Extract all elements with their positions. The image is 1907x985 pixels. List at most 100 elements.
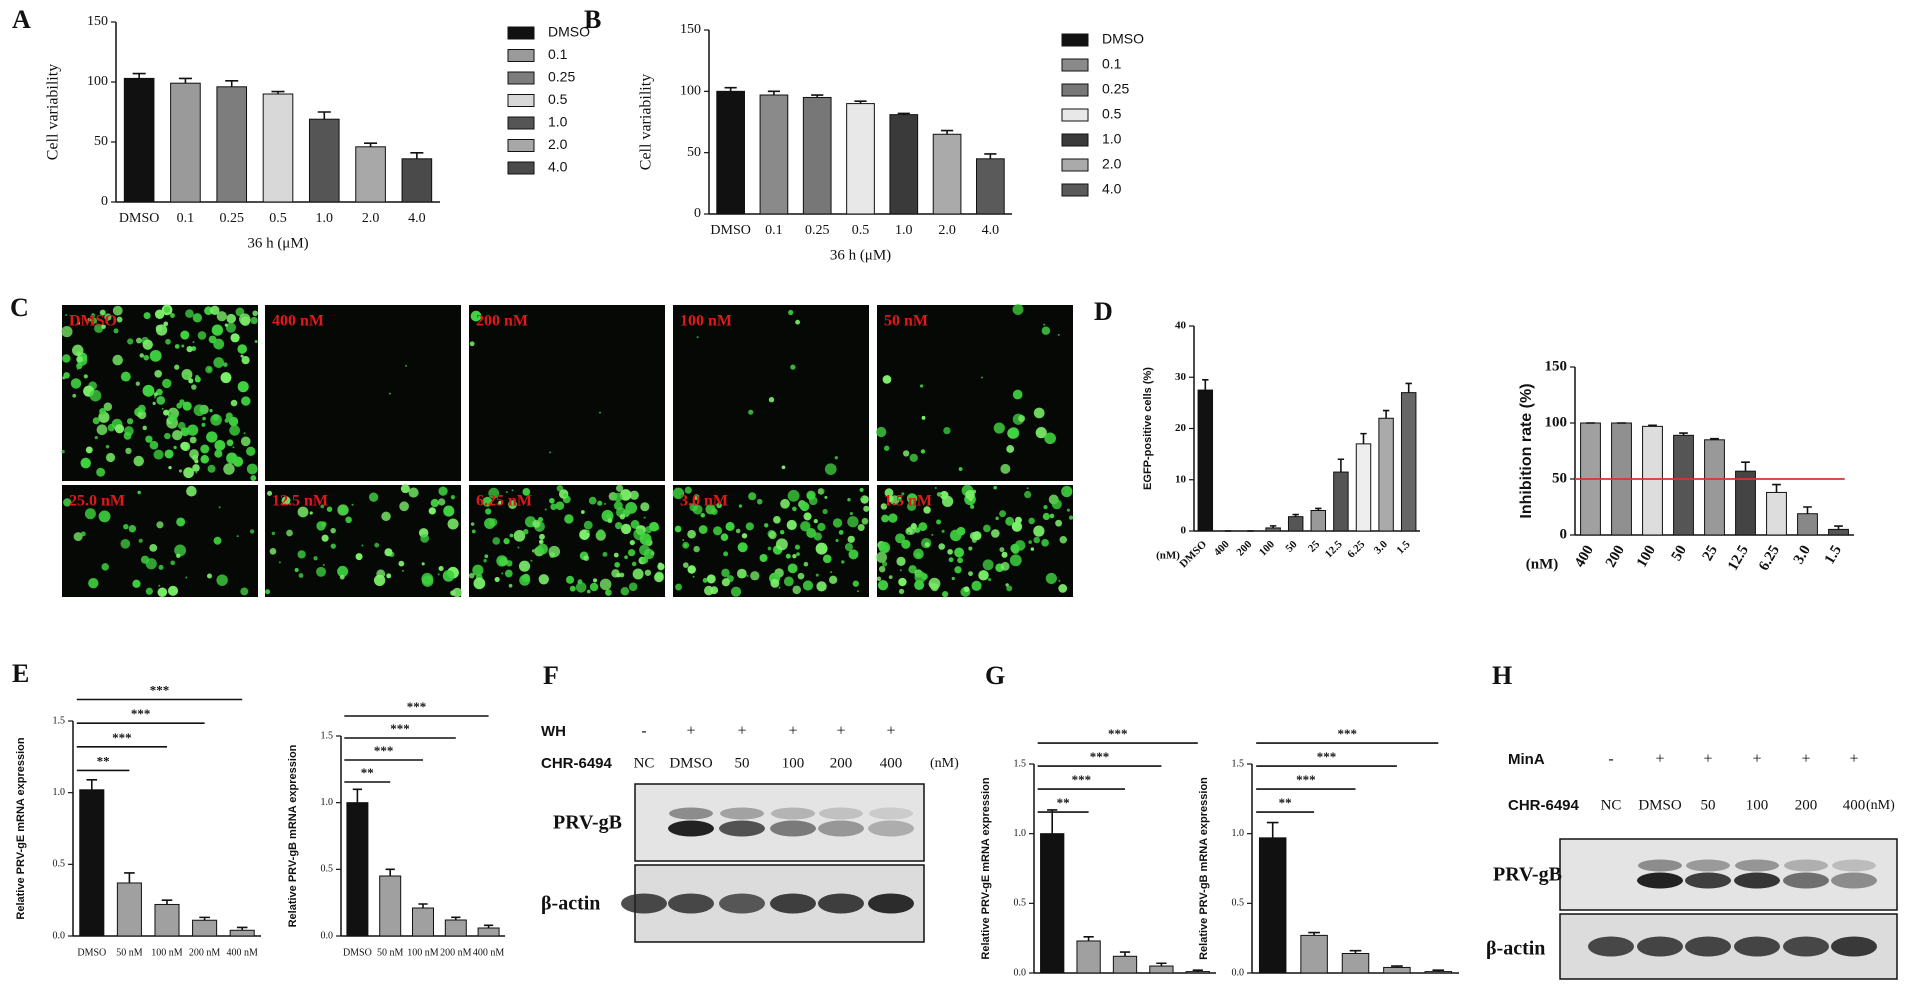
error-bar (1648, 424, 1657, 427)
fluorescent-cell (472, 564, 484, 576)
fluorescent-cell (224, 323, 228, 327)
treatment-sign: + (1849, 751, 1858, 768)
fluorescent-cell (748, 492, 757, 501)
fluorescent-cell (806, 490, 816, 500)
fluorescent-cell (583, 555, 590, 561)
x-tick-label: 2.0 (938, 223, 956, 238)
bar (1333, 471, 1349, 532)
blot-row-label: β-actin (541, 893, 600, 915)
fluorescent-cell (993, 422, 1005, 434)
x-tick-label: 4.0 (408, 211, 426, 226)
fluorescent-cell (538, 574, 549, 585)
bar (1355, 443, 1372, 532)
error-bar (897, 112, 910, 115)
micrograph-label: DMSO (69, 313, 117, 330)
fluorescent-cell (172, 429, 183, 441)
lane-label: 100 (782, 755, 805, 771)
panel-letter: H (1492, 661, 1512, 690)
fluorescent-speck (908, 532, 911, 535)
fluorescent-speck (931, 533, 934, 536)
fluorescent-cell (841, 560, 845, 564)
fluorescent-cell (602, 551, 608, 557)
error-bar (1741, 461, 1750, 472)
error-bar (1834, 525, 1843, 530)
fluorescent-cell (145, 558, 157, 570)
lane-label: NC (634, 755, 655, 771)
y-axis-label: Inhibition rate (%) (1518, 383, 1535, 518)
fluorescent-cell (482, 496, 493, 507)
y-axis-label: Relative PRV-gE mRNA expression (980, 777, 992, 959)
fluorescent-cell (822, 554, 832, 564)
error-bar (1047, 809, 1058, 834)
fluorescent-cell (700, 512, 706, 518)
fluorescent-cell (674, 525, 682, 533)
significance-label: *** (1317, 749, 1337, 764)
fluorescent-cell (101, 324, 106, 329)
legend-label: 1.0 (548, 114, 568, 130)
fluorescent-cell (958, 467, 963, 471)
fluorescent-cell (629, 540, 635, 546)
fluorescent-cell (174, 344, 180, 349)
fluorescent-cell (995, 516, 999, 521)
fluorescent-cell (88, 578, 99, 589)
fluorescent-speck (899, 569, 902, 572)
treatment-sign: + (1655, 751, 1664, 768)
fluorescent-cell (852, 580, 859, 587)
fluorescent-cell (1024, 490, 1032, 499)
treatment-sign: + (788, 723, 797, 740)
error-bar (236, 926, 248, 931)
fluorescent-speck (501, 572, 504, 575)
blot-band (770, 820, 816, 837)
fluorescent-cell (443, 505, 455, 517)
bar (1673, 434, 1694, 536)
legend-swatch (507, 161, 535, 175)
compound-label: CHR-6494 (1508, 797, 1580, 814)
error-bar (1083, 935, 1094, 941)
significance-label: ** (1279, 795, 1292, 810)
bar (1735, 470, 1756, 536)
fluorescent-cell (330, 527, 336, 534)
fluorescent-cell (969, 504, 975, 509)
error-bar (1710, 437, 1719, 440)
bar (976, 158, 1005, 215)
y-tick-label: 1.0 (1232, 828, 1245, 839)
fluorescent-cell (1007, 427, 1020, 439)
treatment-sign: + (1801, 751, 1810, 768)
fluorescent-cell (211, 324, 224, 336)
fluorescent-cell (838, 529, 844, 535)
fluorescent-cell (1058, 584, 1068, 593)
fluorescent-cell (339, 574, 345, 580)
compound-label: CHR-6494 (541, 755, 613, 772)
fluorescent-cell (1033, 525, 1045, 537)
fluorescent-cell (775, 538, 788, 551)
fluorescent-cell (468, 572, 475, 579)
fluorescent-cell (787, 563, 798, 574)
blot-band-upper (669, 807, 713, 820)
fluorescent-cell (164, 449, 174, 459)
fluorescent-cell (632, 568, 644, 580)
fluorescent-speck (506, 538, 509, 541)
fluorescent-cell (210, 305, 220, 315)
fluorescent-cell (96, 467, 106, 477)
bar (1258, 837, 1287, 974)
fluorescent-cell (96, 424, 108, 436)
fluorescent-cell (442, 570, 455, 582)
fluorescent-cell (928, 577, 941, 590)
fluorescent-cell (240, 436, 251, 447)
fluorescent-cell (882, 561, 888, 567)
fluorescent-cell (145, 435, 153, 443)
fluorescent-cell (294, 567, 299, 572)
fluorescent-speck (604, 502, 607, 505)
y-tick-label: 0.5 (1232, 898, 1245, 909)
fluorescent-cell (693, 545, 700, 553)
fluorescent-cell (496, 555, 508, 567)
fluorescent-cell (428, 507, 436, 515)
fluorescent-cell (951, 576, 955, 581)
fluorescent-cell (374, 542, 380, 548)
fluorescent-cell (156, 396, 166, 405)
fluorescent-cell (413, 492, 417, 496)
fluorescent-cell (143, 354, 150, 361)
fluorescent-cell (80, 458, 91, 469)
fluorescent-cell (756, 498, 763, 505)
fluorescent-cell (125, 447, 132, 455)
